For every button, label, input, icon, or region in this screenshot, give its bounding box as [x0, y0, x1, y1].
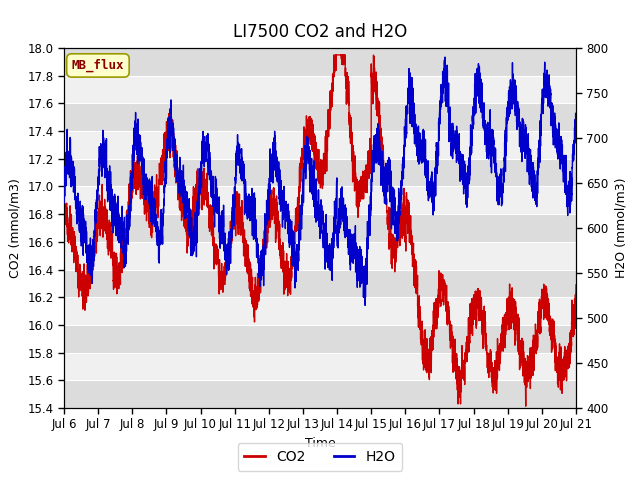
Legend: CO2, H2O: CO2, H2O — [237, 443, 403, 471]
Bar — [64, 242, 576, 270]
Bar — [64, 131, 576, 159]
Bar — [64, 214, 576, 242]
Bar — [64, 353, 576, 380]
Y-axis label: CO2 (mmol/m3): CO2 (mmol/m3) — [9, 178, 22, 278]
Bar — [64, 186, 576, 214]
Bar — [64, 76, 576, 103]
X-axis label: Time: Time — [305, 437, 335, 450]
Y-axis label: H2O (mmol/m3): H2O (mmol/m3) — [614, 178, 627, 278]
Bar — [64, 48, 576, 76]
Bar — [64, 270, 576, 297]
Text: MB_flux: MB_flux — [72, 59, 124, 72]
Bar — [64, 103, 576, 131]
Bar — [64, 380, 576, 408]
Bar — [64, 159, 576, 186]
Bar — [64, 325, 576, 353]
Bar — [64, 297, 576, 325]
Title: LI7500 CO2 and H2O: LI7500 CO2 and H2O — [233, 23, 407, 41]
